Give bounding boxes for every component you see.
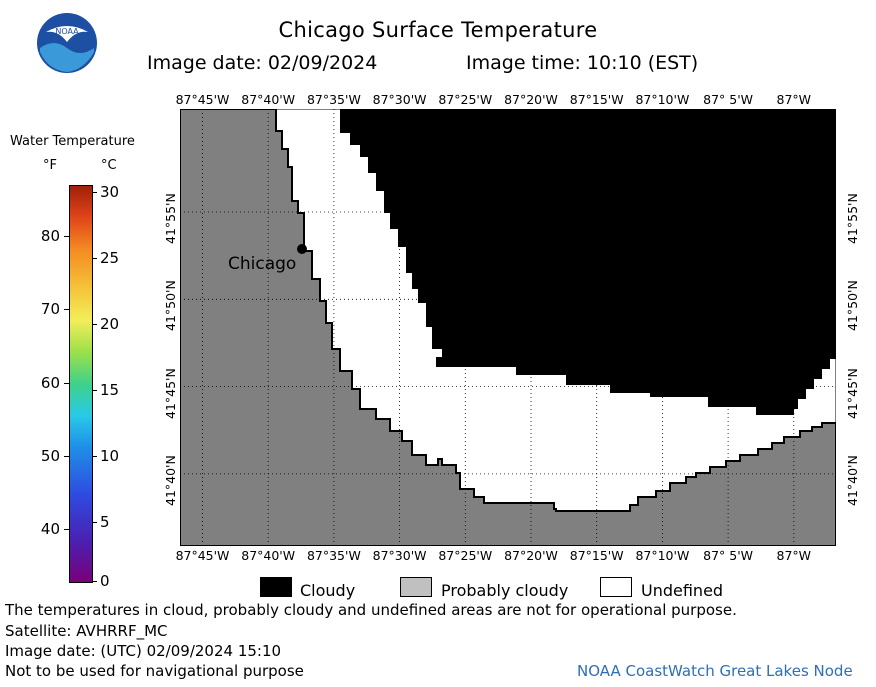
latitude-label-right: 41°45'N [845, 367, 860, 419]
image-date: Image date: 02/09/2024 [147, 52, 378, 74]
colorbar-tick-mark [64, 236, 69, 237]
longitude-label-top: 87°45'W [175, 92, 230, 107]
colorbar-tick-mark [92, 456, 97, 457]
colorbar-tick-mark [92, 522, 97, 523]
latitude-label-right: 41°55'N [845, 193, 860, 244]
fahrenheit-tick-label: 70 [40, 300, 60, 319]
cloudy-swatch [260, 577, 292, 597]
image-time: Image time: 10:10 (EST) [466, 52, 699, 74]
longitude-label-bottom: 87°20'W [504, 548, 558, 563]
longitude-label-bottom: 87°10'W [635, 548, 690, 563]
latitude-label-left: 41°45'N [163, 367, 178, 419]
credit-link[interactable]: NOAA CoastWatch Great Lakes Node [577, 662, 853, 680]
map-graticule [180, 109, 836, 546]
celsius-tick-label: 20 [100, 315, 120, 333]
fahrenheit-tick-label: 60 [40, 373, 60, 392]
longitude-label-top: 87°25'W [438, 92, 493, 107]
unit-celsius: °C [101, 158, 117, 173]
colorbar-tick-mark [64, 309, 69, 311]
colorbar-tick-mark [92, 324, 97, 325]
cloudy-label: Cloudy [300, 581, 356, 600]
longitude-label-bottom: 87°45'W [175, 548, 230, 563]
navigation-warning: Not to be used for navigational purpose [5, 662, 304, 680]
legend-title: Water Temperature [10, 134, 135, 149]
utc-image-date: Image date: (UTC) 02/09/2024 15:10 [5, 642, 282, 660]
celsius-tick-label: 15 [100, 381, 120, 399]
noaa-logo-icon: NOAA [37, 13, 97, 73]
longitude-label-top: 87°10'W [635, 92, 690, 107]
latitude-label-left: 41°40'N [163, 455, 178, 506]
probably-cloudy-label: Probably cloudy [441, 581, 569, 600]
longitude-label-bottom: 87°25'W [438, 548, 493, 563]
colorbar-tick-mark [64, 456, 69, 457]
celsius-tick-label: 10 [100, 447, 120, 465]
undefined-label: Undefined [641, 581, 724, 600]
longitude-label-bottom: 87°15'W [569, 548, 624, 563]
noaa-logo-text: NOAA [55, 27, 79, 36]
longitude-label-bottom: 87°30'W [372, 548, 427, 563]
longitude-label-top: 87° 5'W [703, 92, 754, 107]
page-title: Chicago Surface Temperature [278, 18, 598, 42]
colorbar-tick-mark [92, 581, 97, 582]
longitude-label-bottom: 87°40'W [241, 548, 296, 563]
land-area [180, 109, 836, 546]
colorbar-tick-mark [64, 382, 69, 384]
longitude-label-bottom: 87°W [776, 548, 812, 563]
latitude-label-right: 41°50'N [845, 280, 860, 332]
celsius-tick-label: 0 [100, 572, 110, 590]
fahrenheit-tick-label: 50 [40, 447, 60, 465]
celsius-tick-label: 25 [100, 249, 120, 267]
longitude-label-top: 87°20'W [504, 92, 558, 107]
chicago-label: Chicago [228, 254, 296, 274]
longitude-label-top: 87°W [776, 92, 812, 107]
longitude-label-top: 87°35'W [306, 92, 361, 107]
chicago-marker [297, 244, 307, 254]
fahrenheit-tick-label: 80 [40, 227, 60, 245]
latitude-label-left: 41°55'N [163, 193, 178, 244]
longitude-label-top: 87°30'W [372, 92, 427, 107]
undefined-swatch [600, 577, 632, 597]
longitude-label-bottom: 87° 5'W [703, 548, 754, 563]
longitude-label-top: 87°40'W [241, 92, 296, 107]
temperature-colorbar [69, 185, 93, 583]
satellite-info: Satellite: AVHRRF_MC [5, 622, 168, 640]
longitude-label-top: 87°15'W [569, 92, 624, 107]
cloud-area [340, 109, 836, 415]
temperature-map: Chicago [180, 109, 836, 546]
fahrenheit-tick-label: 40 [40, 520, 60, 539]
latitude-label-right: 41°40'N [845, 455, 860, 506]
operational-note: The temperatures in cloud, probably clou… [5, 601, 737, 619]
celsius-tick-label: 5 [100, 513, 110, 531]
probably-cloudy-swatch [400, 577, 432, 597]
colorbar-tick-mark [92, 390, 97, 391]
latitude-label-left: 41°50'N [163, 280, 178, 332]
colorbar-tick-mark [92, 192, 97, 193]
colorbar-tick-mark [64, 529, 69, 531]
celsius-tick-label: 30 [100, 183, 120, 201]
longitude-label-bottom: 87°35'W [306, 548, 361, 563]
colorbar-tick-mark [92, 258, 97, 259]
unit-fahrenheit: °F [43, 158, 57, 173]
